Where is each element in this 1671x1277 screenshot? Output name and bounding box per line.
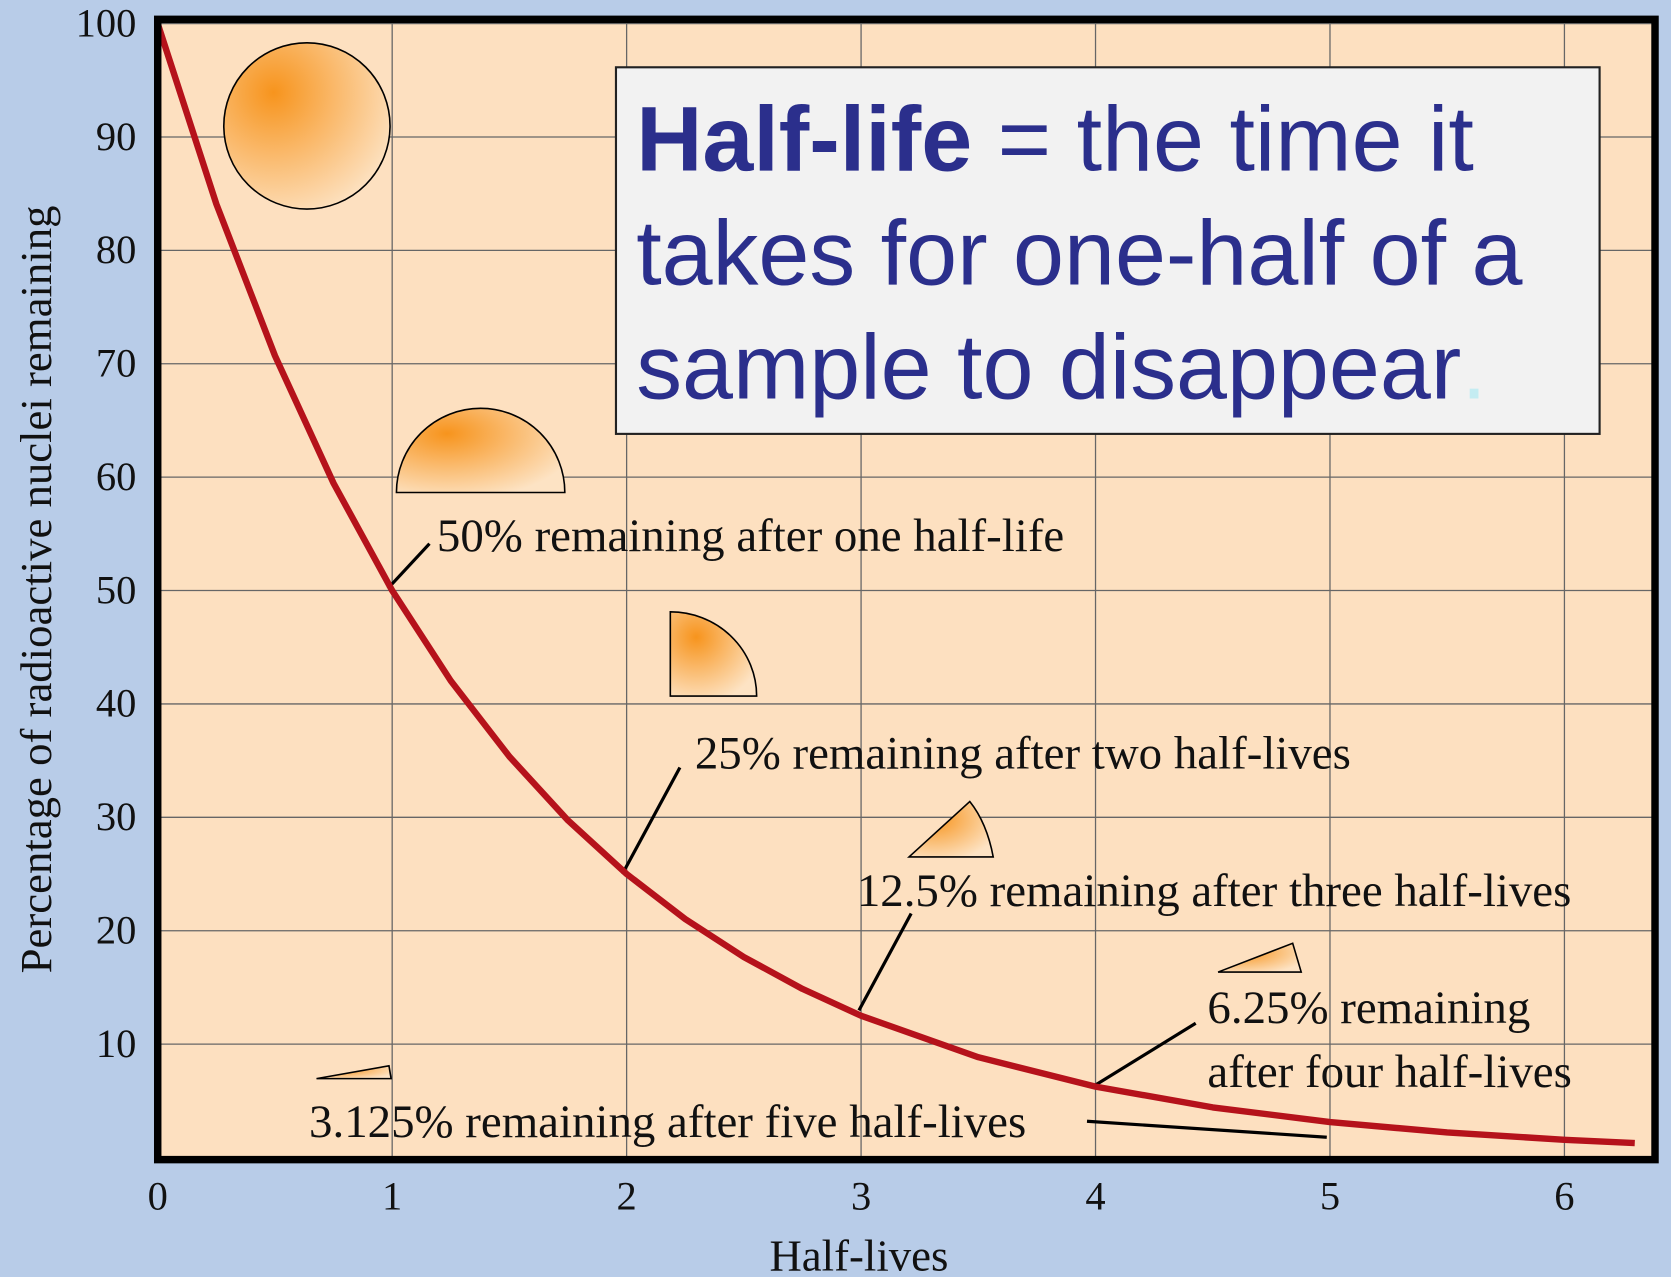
definition-term: Half-life xyxy=(636,89,972,191)
definition-period: . xyxy=(1461,317,1486,419)
y-tick-label: 90 xyxy=(96,114,136,159)
y-axis-label: Percentage of radioactive nuclei remaini… xyxy=(11,206,61,974)
whole-sample xyxy=(224,43,390,209)
annotation: 12.5% remaining after three half-lives xyxy=(857,865,1572,917)
annotation: 50% remaining after one half-life xyxy=(437,510,1064,562)
annotation: 3.125% remaining after five half-lives xyxy=(309,1096,1026,1148)
annotation: 6.25% remaining xyxy=(1207,982,1530,1034)
x-tick-label: 1 xyxy=(382,1174,402,1219)
y-tick-label: 70 xyxy=(96,341,136,386)
x-tick-label: 3 xyxy=(851,1174,871,1219)
y-tick-label: 50 xyxy=(96,567,136,612)
annotation: 25% remaining after two half-lives xyxy=(695,728,1351,780)
page: 50% remaining after one half-life 25% re… xyxy=(0,0,1671,1277)
definition-text: = the time it xyxy=(972,89,1474,191)
x-tick-label: 6 xyxy=(1554,1174,1574,1219)
y-tick-label: 10 xyxy=(96,1021,136,1066)
y-tick-label: 80 xyxy=(96,227,136,272)
x-tick-label: 0 xyxy=(148,1174,168,1219)
y-tick-label: 40 xyxy=(96,681,136,726)
chart: 50% remaining after one half-life 25% re… xyxy=(0,0,1671,1277)
y-tick-label: 100 xyxy=(76,0,137,45)
definition-text: sample to disappear xyxy=(636,317,1461,419)
y-tick-label: 60 xyxy=(96,454,136,499)
y-tick-label: 20 xyxy=(96,908,136,953)
definition-line: Half-life = the time it xyxy=(636,89,1474,191)
x-tick-label: 4 xyxy=(1085,1174,1105,1219)
x-tick-label: 5 xyxy=(1320,1174,1340,1219)
annotation: after four half-lives xyxy=(1207,1046,1571,1098)
x-axis-label: Half-lives xyxy=(769,1230,948,1277)
definition-line: sample to disappear. xyxy=(636,317,1487,419)
y-tick-label: 30 xyxy=(96,794,136,839)
definition-line: takes for one-half of a xyxy=(636,203,1522,305)
x-tick-label: 2 xyxy=(617,1174,637,1219)
